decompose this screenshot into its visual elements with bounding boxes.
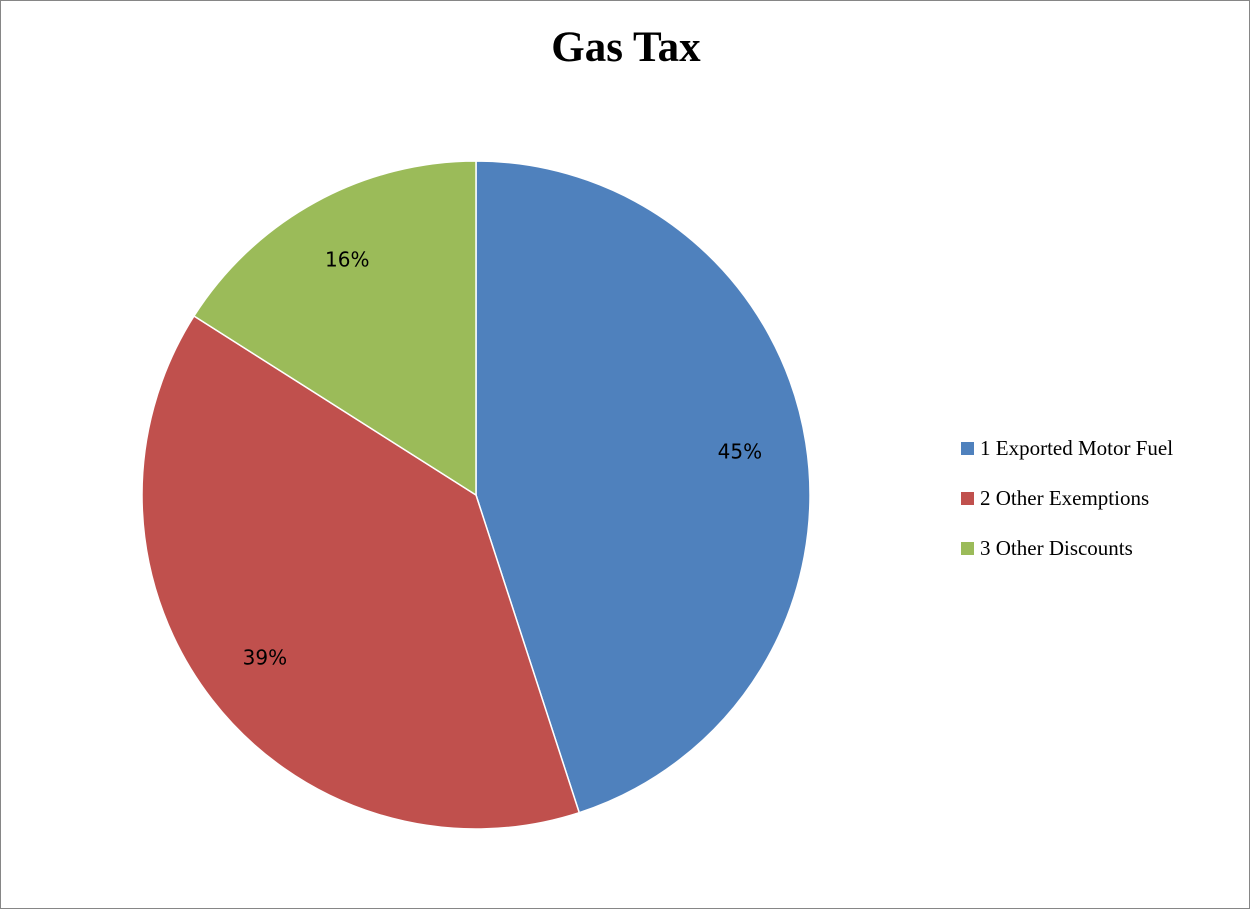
slice-percent-label: 16% [325, 247, 369, 271]
legend-label: 2 Other Exemptions [980, 486, 1150, 510]
slice-percent-label: 39% [243, 645, 287, 669]
pie-slice [192, 160, 477, 497]
legend-item: 1 Exported Motor Fuel [961, 436, 1174, 460]
pie-slice [475, 160, 811, 814]
slice-percent-label: 45% [718, 440, 762, 464]
legend-label: 1 Exported Motor Fuel [980, 436, 1174, 460]
legend: 1 Exported Motor Fuel 2 Other Exemptions… [961, 436, 1174, 587]
pie-slice [141, 314, 581, 830]
chart-title: Gas Tax [551, 24, 701, 71]
legend-label: 3 Other Discounts [980, 536, 1133, 560]
legend-swatch [961, 542, 974, 555]
legend-swatch [961, 492, 974, 505]
legend-item: 3 Other Discounts [961, 536, 1173, 560]
legend-swatch [961, 442, 974, 455]
legend-item: 2 Other Exemptions [961, 486, 1173, 510]
